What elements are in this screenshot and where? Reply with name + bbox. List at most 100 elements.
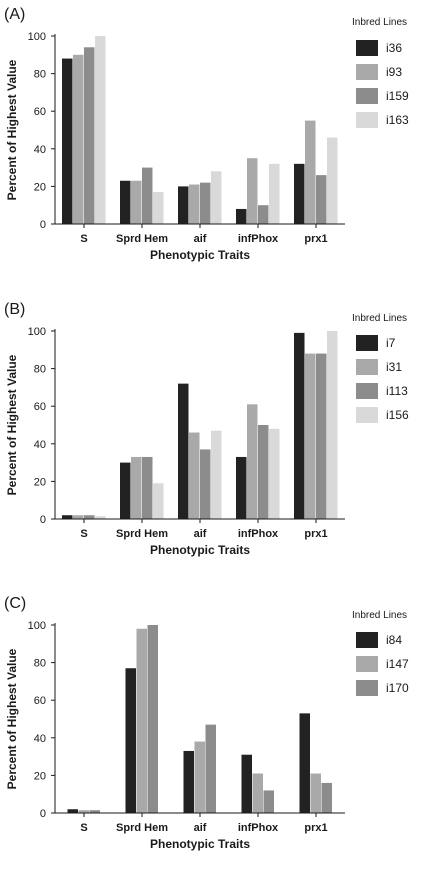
legend-label: i163: [386, 113, 409, 127]
legend-swatch: [356, 656, 378, 672]
bar-i170-prx1: [321, 782, 332, 813]
x-axis-title: Phenotypic Traits: [150, 248, 250, 262]
bar-i113-s: [84, 515, 95, 519]
x-tick-label: Sprd Hem: [116, 528, 168, 540]
legend-swatch: [356, 680, 378, 696]
bar-i84-sprd-hem: [125, 668, 136, 813]
bar-i36-prx1: [294, 163, 305, 224]
y-tick-label: 40: [34, 144, 46, 156]
legend-label: i7: [386, 336, 396, 350]
x-tick-label: S: [80, 233, 87, 245]
legend-label: i113: [386, 384, 408, 398]
x-axis-title: Phenotypic Traits: [150, 543, 250, 557]
y-tick-label: 100: [28, 620, 46, 632]
y-tick-label: 100: [28, 31, 46, 43]
legend-swatch: [356, 359, 378, 375]
bar-i147-prx1: [310, 773, 321, 813]
panel-label: (C): [4, 595, 27, 612]
legend-swatch: [356, 335, 378, 351]
legend-label: i31: [386, 360, 403, 374]
y-tick-label: 80: [34, 69, 46, 81]
bar-i170-s: [89, 810, 100, 813]
legend-label: i84: [386, 633, 403, 647]
bar-i113-prx1: [316, 353, 327, 519]
chart-panel-b: (B) 0 20 40 60 80 100 S Sprd Hem aif infPhox prx1 P…: [0, 295, 422, 585]
legend-swatch: [356, 40, 378, 56]
y-tick-label: 100: [28, 326, 46, 338]
bar-i7-infphox: [236, 456, 247, 519]
y-tick-label: 60: [34, 106, 46, 118]
x-tick-label: S: [80, 528, 87, 540]
y-tick-label: 20: [34, 181, 46, 193]
bar-i147-sprd-hem: [136, 628, 147, 813]
bar-i7-aif: [178, 383, 189, 519]
bar-i7-prx1: [294, 332, 305, 519]
bar-i7-sprd-hem: [120, 462, 131, 519]
bar-i31-prx1: [305, 353, 316, 519]
bar-i36-infphox: [236, 208, 247, 224]
y-tick-label: 60: [34, 401, 46, 413]
x-axis-title: Phenotypic Traits: [150, 837, 250, 851]
bar-i7-s: [62, 515, 73, 519]
bar-i84-prx1: [299, 713, 310, 813]
y-tick-label: 40: [34, 733, 46, 745]
bar-i113-aif: [200, 449, 211, 519]
bar-i159-aif: [200, 182, 211, 224]
bar-i159-infphox: [258, 205, 269, 224]
bar-i156-sprd-hem: [153, 483, 164, 519]
bar-i31-aif: [189, 432, 200, 519]
y-axis-title: Percent of Highest Value: [5, 59, 19, 200]
panel-label: (A): [4, 6, 26, 23]
bar-i163-prx1: [327, 137, 338, 224]
bar-i156-infphox: [269, 428, 280, 519]
bar-i31-infphox: [247, 404, 258, 519]
y-tick-label: 80: [34, 364, 46, 376]
x-tick-label: prx1: [304, 233, 327, 245]
y-axis-title: Percent of Highest Value: [5, 354, 19, 495]
bar-i163-s: [95, 36, 106, 224]
bar-i170-aif: [205, 724, 216, 813]
bar-i159-s: [84, 47, 95, 224]
bar-i147-infphox: [252, 773, 263, 813]
x-tick-label: infPhox: [238, 528, 279, 540]
y-tick-label: 0: [40, 514, 46, 526]
panel-label: (B): [4, 301, 26, 318]
legend-title: Inbred Lines: [352, 610, 408, 621]
bar-i31-s: [73, 515, 84, 519]
y-tick-label: 20: [34, 770, 46, 782]
legend-label: i93: [386, 65, 403, 79]
y-tick-label: 20: [34, 476, 46, 488]
bar-i156-aif: [211, 430, 222, 519]
bar-i159-sprd-hem: [142, 167, 153, 224]
x-tick-label: Sprd Hem: [116, 233, 168, 245]
legend-swatch: [356, 112, 378, 128]
y-tick-label: 40: [34, 439, 46, 451]
bar-i93-infphox: [247, 158, 258, 224]
x-tick-label: infPhox: [238, 233, 279, 245]
x-tick-label: S: [80, 822, 87, 834]
bar-i36-s: [62, 58, 73, 225]
bar-i93-prx1: [305, 120, 316, 224]
legend-swatch: [356, 383, 378, 399]
y-axis-title: Percent of Highest Value: [5, 648, 19, 789]
x-tick-label: prx1: [304, 528, 327, 540]
x-tick-label: prx1: [304, 822, 327, 834]
legend-title: Inbred Lines: [352, 313, 408, 324]
legend-swatch: [356, 64, 378, 80]
bar-i84-s: [67, 809, 78, 813]
legend-label: i170: [386, 681, 409, 695]
bar-i156-prx1: [327, 331, 338, 519]
x-tick-label: infPhox: [238, 822, 279, 834]
x-tick-label: aif: [194, 822, 207, 834]
bar-i36-aif: [178, 186, 189, 224]
y-tick-label: 0: [40, 808, 46, 820]
legend-label: i147: [386, 657, 409, 671]
bar-i163-infphox: [269, 163, 280, 224]
legend-swatch: [356, 407, 378, 423]
bar-i147-aif: [194, 741, 205, 813]
bar-i170-infphox: [263, 790, 274, 813]
legend-swatch: [356, 88, 378, 104]
bar-chart-b: 0 20 40 60 80 100 S Sprd Hem aif infPhox prx1 Pheno…: [5, 326, 345, 557]
bar-i163-sprd-hem: [153, 192, 164, 224]
legend-title: Inbred Lines: [352, 17, 408, 28]
